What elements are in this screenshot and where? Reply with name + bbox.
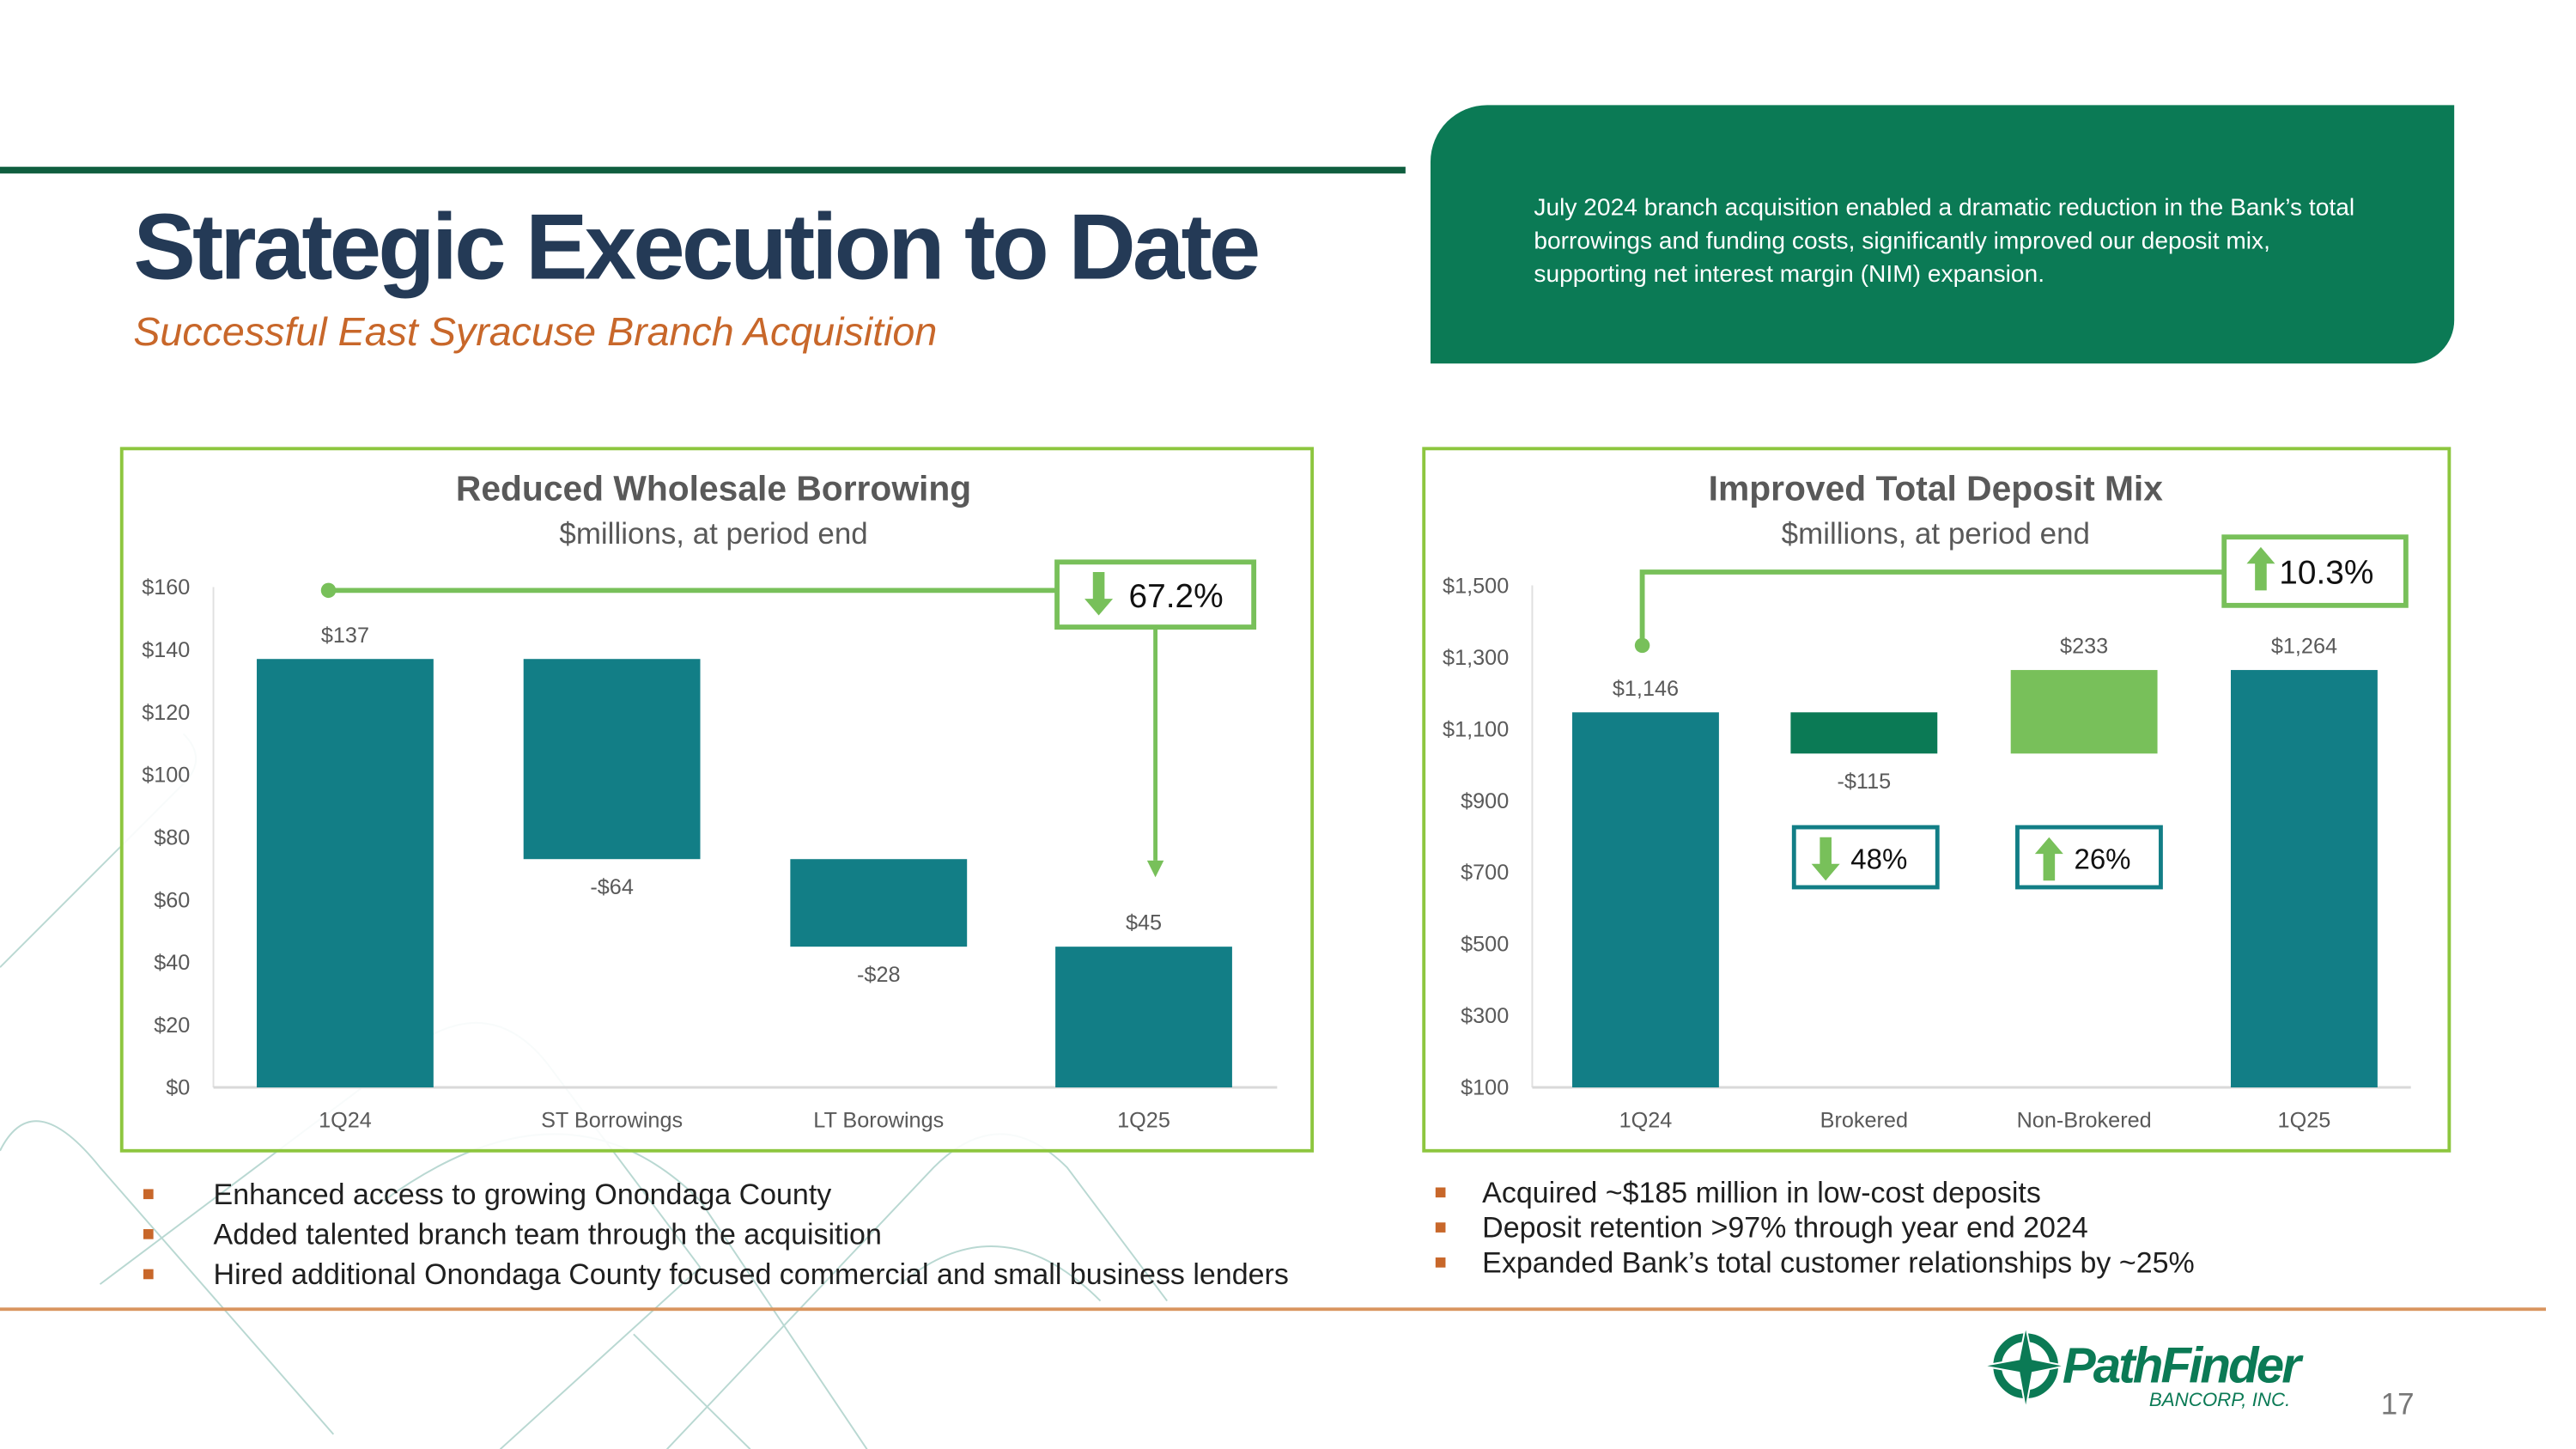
arrow-down-icon xyxy=(1811,837,1840,881)
y-tick-label: $120 xyxy=(142,701,190,725)
y-tick-label: $700 xyxy=(1461,861,1509,885)
data-label: $1,146 xyxy=(1613,677,1679,701)
x-tick-label: ST Borrowings xyxy=(541,1109,683,1133)
callout-text: July 2024 branch acquisition enabled a d… xyxy=(1534,195,2355,289)
bar-st-borrowings xyxy=(523,659,701,860)
callout-box: July 2024 branch acquisition enabled a d… xyxy=(1430,105,2455,364)
bar-brokered xyxy=(1790,712,1938,754)
bullet-left-3: Hired additional Onondaga County focused… xyxy=(213,1257,1289,1291)
arrow-up-icon xyxy=(2246,546,2275,591)
bar-1q25 xyxy=(1055,947,1232,1087)
bar-lt-borowings xyxy=(790,859,968,947)
bar-1q25 xyxy=(2230,670,2378,1087)
y-tick-label: $100 xyxy=(1461,1076,1509,1100)
change-badge xyxy=(1054,559,1257,630)
bullet-left-1: Enhanced access to growing Onondaga Coun… xyxy=(213,1177,832,1211)
arrowhead-icon xyxy=(1146,860,1164,878)
sub-change-badge xyxy=(2015,825,2163,890)
data-label: $45 xyxy=(1126,911,1162,935)
sub-change-value: 26% xyxy=(2074,843,2130,875)
bullet-left-2: Added talented branch team through the a… xyxy=(213,1217,882,1251)
bullet-marker xyxy=(143,1269,154,1280)
arrow-up-icon xyxy=(2034,837,2063,881)
bar-1q24 xyxy=(1572,712,1719,1087)
chart-subtitle: $millions, at period end xyxy=(559,517,867,551)
arrow-down-icon xyxy=(1084,572,1114,616)
svg-text:PathFinder: PathFinder xyxy=(2063,1338,2304,1394)
bullet-marker xyxy=(1435,1222,1446,1233)
change-badge-value: 10.3% xyxy=(2279,555,2373,592)
y-tick-label: $1,100 xyxy=(1443,717,1509,741)
header-rule xyxy=(0,167,1406,174)
page-title: Strategic Execution to Date xyxy=(133,193,1261,299)
data-label: $137 xyxy=(321,624,369,648)
y-tick-label: $300 xyxy=(1461,1004,1509,1028)
sub-change-badge xyxy=(1791,825,1940,890)
bar-1q24 xyxy=(257,659,434,1087)
bullet-marker xyxy=(143,1189,154,1200)
x-tick-label: 1Q24 xyxy=(319,1109,372,1133)
page-subtitle: Successful East Syracuse Branch Acquisit… xyxy=(133,310,938,356)
bar-non-brokered xyxy=(2010,670,2158,754)
data-label: -$64 xyxy=(590,875,634,899)
footer-rule xyxy=(0,1307,2546,1311)
bullet-right-1: Acquired ~$185 million in low-cost depos… xyxy=(1482,1175,2041,1209)
x-tick-label: Brokered xyxy=(1820,1109,1908,1133)
x-tick-label: LT Borowings xyxy=(813,1109,944,1133)
y-tick-label: $900 xyxy=(1461,789,1509,813)
data-label: -$28 xyxy=(857,963,901,987)
sub-change-value: 48% xyxy=(1850,843,1907,875)
chart-title: Improved Total Deposit Mix xyxy=(1709,469,2164,508)
connector-line xyxy=(1639,569,2225,646)
y-tick-label: $100 xyxy=(142,764,190,788)
y-tick-label: $20 xyxy=(154,1014,190,1038)
chart-title: Reduced Wholesale Borrowing xyxy=(456,469,971,508)
bullet-right-2: Deposit retention >97% through year end … xyxy=(1482,1210,2088,1245)
change-badge xyxy=(2221,534,2409,608)
page-number: 17 xyxy=(2380,1387,2415,1422)
y-tick-label: $0 xyxy=(166,1076,190,1100)
y-tick-label: $40 xyxy=(154,951,190,975)
y-tick-label: $160 xyxy=(142,575,190,600)
x-tick-label: Non-Brokered xyxy=(2017,1109,2152,1133)
data-label: -$115 xyxy=(1837,770,1891,794)
bullet-marker xyxy=(1435,1187,1446,1198)
data-label: $233 xyxy=(2060,635,2108,659)
y-tick-label: $1,500 xyxy=(1443,574,1509,598)
y-tick-label: $80 xyxy=(154,825,190,849)
y-tick-label: $140 xyxy=(142,638,190,662)
x-tick-label: 1Q24 xyxy=(1619,1109,1673,1133)
data-label: $1,264 xyxy=(2271,635,2337,659)
y-tick-label: $60 xyxy=(154,888,190,912)
bullet-marker xyxy=(1435,1257,1446,1268)
bullet-marker xyxy=(143,1229,154,1239)
chart-subtitle: $millions, at period end xyxy=(1782,517,2090,551)
bullet-right-3: Expanded Bank’s total customer relations… xyxy=(1482,1245,2195,1280)
y-tick-label: $1,300 xyxy=(1443,646,1509,670)
pathfinder-logo: PathFinder BANCORP, INC. xyxy=(1982,1325,2306,1410)
svg-text:BANCORP, INC.: BANCORP, INC. xyxy=(2149,1389,2291,1410)
x-tick-label: 1Q25 xyxy=(2278,1109,2331,1133)
y-tick-label: $500 xyxy=(1461,933,1509,957)
x-tick-label: 1Q25 xyxy=(1117,1109,1170,1133)
change-badge-value: 67.2% xyxy=(1129,578,1224,615)
